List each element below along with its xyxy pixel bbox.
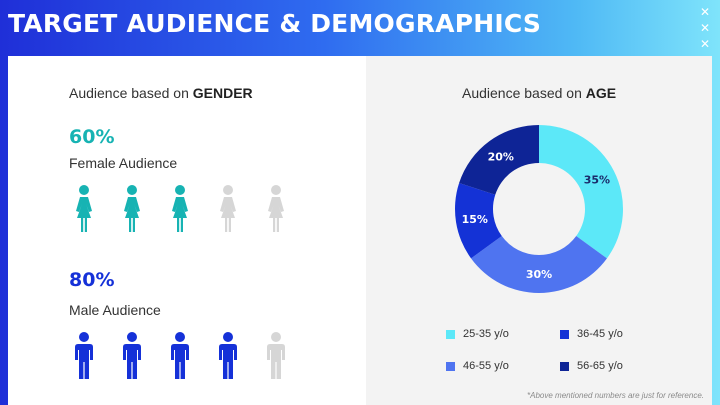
donut-slice [539, 125, 623, 259]
legend-item: 46-55 y/o [446, 360, 509, 372]
close-icon[interactable]: ✕ [699, 5, 711, 19]
slice-label: 35% [584, 173, 610, 186]
female-percent: 60% [69, 126, 115, 148]
legend-label: 36-45 y/o [577, 328, 623, 340]
gender-heading: Audience based on GENDER [69, 85, 253, 101]
male-person-icon [72, 331, 96, 381]
male-icon-row [72, 331, 288, 381]
legend-label: 46-55 y/o [463, 360, 509, 372]
female-person-icon [120, 184, 144, 234]
close-icon[interactable]: ✕ [699, 21, 711, 35]
close-icon[interactable]: ✕ [699, 37, 711, 51]
female-person-icon [216, 184, 240, 234]
page-title: TARGET AUDIENCE & DEMOGRAPHICS [8, 9, 542, 38]
gender-heading-prefix: Audience based on [69, 85, 193, 101]
legend-swatch [560, 361, 569, 371]
age-donut-chart: 35% 30% 15% 20% [455, 125, 623, 293]
legend-item: 36-45 y/o [560, 328, 623, 340]
slice-label: 15% [462, 213, 488, 226]
female-icon-row [72, 184, 288, 234]
window-controls: ✕ ✕ ✕ [698, 4, 712, 52]
age-heading-prefix: Audience based on [462, 85, 586, 101]
footnote: *Above mentioned numbers are just for re… [527, 391, 704, 400]
legend-item: 25-35 y/o [446, 328, 509, 340]
gender-heading-bold: GENDER [192, 85, 253, 101]
male-person-icon [120, 331, 144, 381]
legend-swatch [446, 329, 455, 339]
donut-slice [455, 183, 502, 259]
male-percent: 80% [69, 269, 115, 291]
legend-item: 56-65 y/o [560, 360, 623, 372]
male-person-icon [216, 331, 240, 381]
gender-panel: Audience based on GENDER 60% Female Audi… [8, 56, 366, 405]
age-legend: 25-35 y/o 36-45 y/o 46-55 y/o 56-65 y/o [446, 328, 706, 388]
slice-label: 20% [488, 150, 514, 163]
legend-swatch [560, 329, 569, 339]
male-person-icon [264, 331, 288, 381]
donut-slice [459, 125, 539, 195]
female-person-icon [168, 184, 192, 234]
age-panel: Audience based on AGE 35% 30% 15% 20% 25-35… [366, 56, 712, 405]
legend-label: 56-65 y/o [577, 360, 623, 372]
slice-label: 30% [526, 268, 552, 281]
male-label: Male Audience [69, 302, 161, 318]
female-label: Female Audience [69, 155, 178, 171]
legend-label: 25-35 y/o [463, 328, 509, 340]
donut-slice [471, 236, 607, 293]
age-heading-bold: AGE [585, 85, 617, 101]
female-person-icon [264, 184, 288, 234]
female-person-icon [72, 184, 96, 234]
legend-swatch [446, 361, 455, 371]
age-heading: Audience based on AGE [462, 85, 616, 101]
male-person-icon [168, 331, 192, 381]
